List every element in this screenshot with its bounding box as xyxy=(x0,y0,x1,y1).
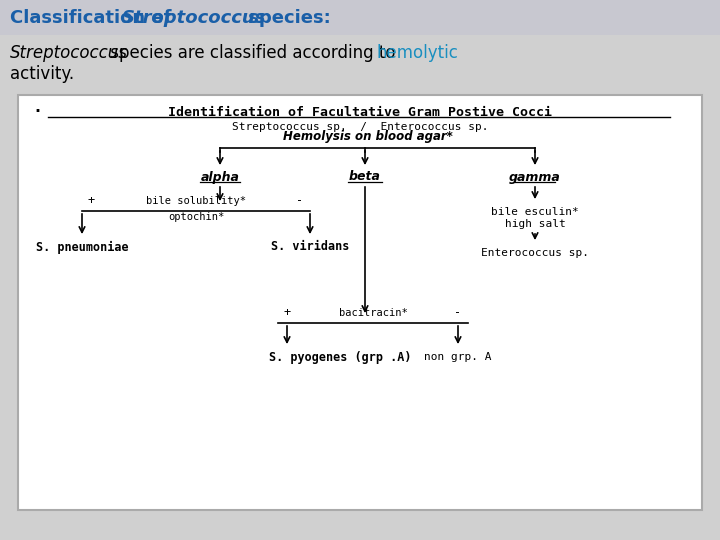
Text: bile solubility*: bile solubility* xyxy=(146,196,246,206)
Text: ·: · xyxy=(32,103,42,121)
Text: gamma: gamma xyxy=(509,171,561,184)
FancyBboxPatch shape xyxy=(0,0,720,35)
Text: S. pneumoniae: S. pneumoniae xyxy=(36,240,128,254)
Text: beta: beta xyxy=(349,171,381,184)
FancyBboxPatch shape xyxy=(18,95,702,510)
Text: Hemolysis on blood agar*: Hemolysis on blood agar* xyxy=(283,130,453,143)
Text: optochin*: optochin* xyxy=(168,212,224,222)
Text: bacitracin*: bacitracin* xyxy=(338,308,408,318)
Text: S. pyogenes (grp .A): S. pyogenes (grp .A) xyxy=(269,350,411,363)
Text: Classification of: Classification of xyxy=(10,9,178,27)
Text: species are classified according to: species are classified according to xyxy=(105,44,401,62)
Text: -: - xyxy=(454,306,462,319)
Text: activity.: activity. xyxy=(10,65,74,83)
Text: species:: species: xyxy=(242,9,330,27)
Text: non grp. A: non grp. A xyxy=(424,352,492,362)
Text: high salt: high salt xyxy=(505,219,565,229)
Text: +: + xyxy=(87,194,94,207)
Text: Identification of Facultative Gram Postive Cocci: Identification of Facultative Gram Posti… xyxy=(168,105,552,118)
Text: +: + xyxy=(284,306,291,319)
Text: S. viridans: S. viridans xyxy=(271,240,349,253)
Text: -: - xyxy=(297,194,304,207)
Text: hemolytic: hemolytic xyxy=(376,44,458,62)
Text: Streptococcus sp.  /  Enterococcus sp.: Streptococcus sp. / Enterococcus sp. xyxy=(232,122,488,132)
Text: Enterococcus sp.: Enterococcus sp. xyxy=(481,248,589,258)
Text: Streptococcus: Streptococcus xyxy=(122,9,266,27)
Text: Streptococcus: Streptococcus xyxy=(10,44,128,62)
Text: alpha: alpha xyxy=(201,171,240,184)
Text: bile esculin*: bile esculin* xyxy=(491,207,579,217)
